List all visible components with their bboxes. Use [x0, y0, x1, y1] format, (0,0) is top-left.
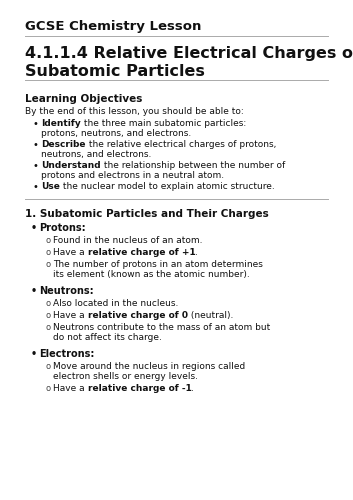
Text: the nuclear model to explain atomic structure.: the nuclear model to explain atomic stru…	[60, 182, 275, 191]
Text: Neutrons:: Neutrons:	[39, 286, 94, 296]
Text: 4.1.1.4 Relative Electrical Charges of: 4.1.1.4 Relative Electrical Charges of	[25, 46, 353, 61]
Text: its element (known as the atomic number).: its element (known as the atomic number)…	[53, 270, 250, 279]
Text: neutrons, and electrons.: neutrons, and electrons.	[41, 150, 151, 159]
Text: •: •	[31, 286, 37, 296]
Text: •: •	[33, 119, 39, 129]
Text: relative charge of -1: relative charge of -1	[88, 384, 191, 393]
Text: protons and electrons in a neutral atom.: protons and electrons in a neutral atom.	[41, 171, 224, 180]
Text: o: o	[45, 311, 50, 320]
Text: the relative electrical charges of protons,: the relative electrical charges of proto…	[85, 140, 276, 149]
Text: o: o	[45, 299, 50, 308]
Text: relative charge of 0: relative charge of 0	[88, 311, 187, 320]
Text: Understand: Understand	[41, 161, 101, 170]
Text: 1. Subatomic Particles and Their Charges: 1. Subatomic Particles and Their Charges	[25, 209, 269, 219]
Text: •: •	[31, 223, 37, 233]
Text: o: o	[45, 260, 50, 269]
Text: Neutrons contribute to the mass of an atom but: Neutrons contribute to the mass of an at…	[53, 323, 270, 332]
Text: o: o	[45, 323, 50, 332]
Text: o: o	[45, 384, 50, 393]
Text: Have a: Have a	[53, 248, 88, 257]
Text: Found in the nucleus of an atom.: Found in the nucleus of an atom.	[53, 236, 203, 245]
Text: relative charge of +1: relative charge of +1	[88, 248, 195, 257]
Text: o: o	[45, 248, 50, 257]
Text: •: •	[33, 182, 39, 192]
Text: o: o	[45, 362, 50, 371]
Text: Electrons:: Electrons:	[39, 349, 94, 359]
Text: Identify: Identify	[41, 119, 81, 128]
Text: the three main subatomic particles:: the three main subatomic particles:	[81, 119, 246, 128]
Text: electron shells or energy levels.: electron shells or energy levels.	[53, 372, 198, 381]
Text: .: .	[191, 384, 194, 393]
Text: Have a: Have a	[53, 311, 88, 320]
Text: (neutral).: (neutral).	[187, 311, 233, 320]
Text: •: •	[31, 349, 37, 359]
Text: o: o	[45, 236, 50, 245]
Text: Have a: Have a	[53, 384, 88, 393]
Text: Also located in the nucleus.: Also located in the nucleus.	[53, 299, 178, 308]
Text: Subatomic Particles: Subatomic Particles	[25, 64, 205, 79]
Text: Use: Use	[41, 182, 60, 191]
Text: •: •	[33, 161, 39, 171]
Text: do not affect its charge.: do not affect its charge.	[53, 333, 162, 342]
Text: •: •	[33, 140, 39, 150]
Text: protons, neutrons, and electrons.: protons, neutrons, and electrons.	[41, 129, 191, 138]
Text: Describe: Describe	[41, 140, 85, 149]
Text: Move around the nucleus in regions called: Move around the nucleus in regions calle…	[53, 362, 245, 371]
Text: Protons:: Protons:	[39, 223, 86, 233]
Text: .: .	[195, 248, 198, 257]
Text: GCSE Chemistry Lesson: GCSE Chemistry Lesson	[25, 20, 201, 33]
Text: the relationship between the number of: the relationship between the number of	[101, 161, 285, 170]
Text: By the end of this lesson, you should be able to:: By the end of this lesson, you should be…	[25, 107, 244, 116]
Text: The number of protons in an atom determines: The number of protons in an atom determi…	[53, 260, 263, 269]
Text: Learning Objectives: Learning Objectives	[25, 94, 142, 104]
